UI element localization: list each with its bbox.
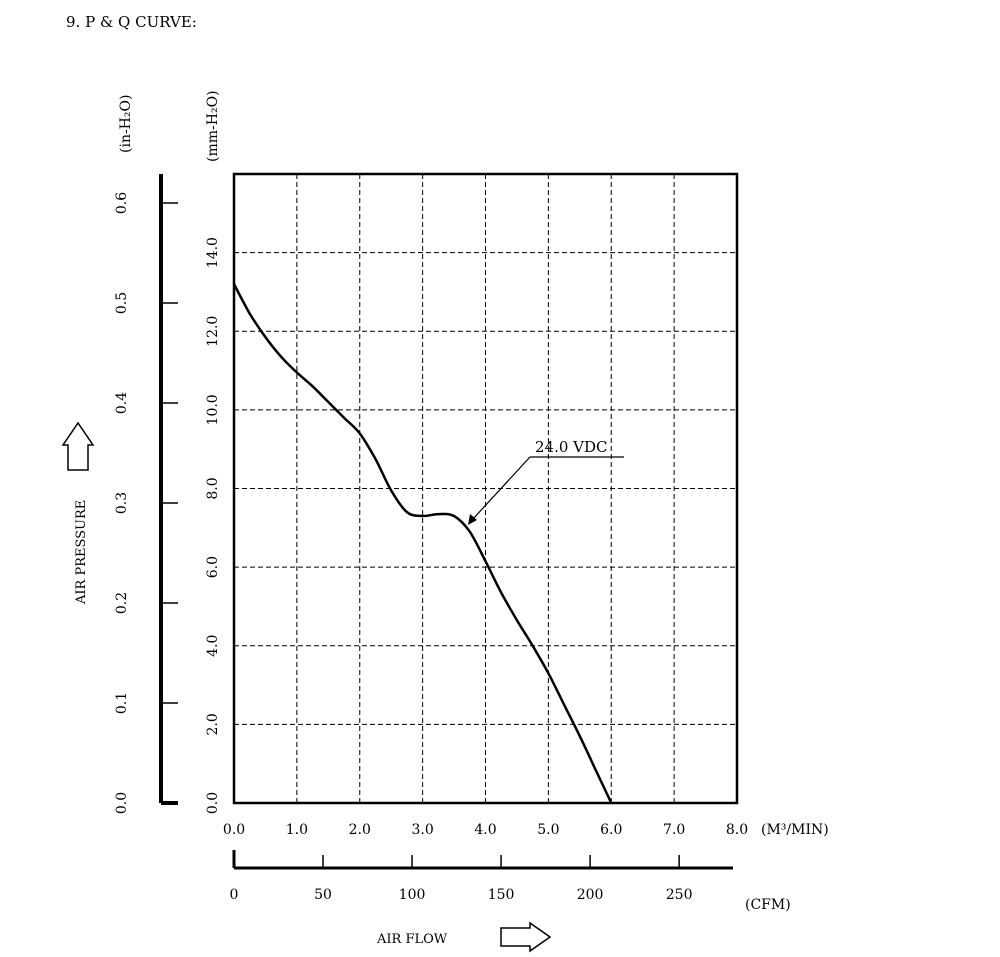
x-tick-label: 0.0 bbox=[223, 822, 245, 838]
x-tick-label: 8.0 bbox=[726, 822, 748, 838]
x-tick-label: 3.0 bbox=[411, 822, 433, 838]
y-axis-title: AIR PRESSURE bbox=[74, 500, 89, 605]
x-secondary-unit: (CFM) bbox=[745, 897, 791, 913]
plot-frame bbox=[232, 172, 739, 805]
x-secondary-tick-label: 150 bbox=[488, 887, 515, 903]
x-tick-label: 6.0 bbox=[600, 822, 622, 838]
y-secondary-tick-label: 0.4 bbox=[114, 392, 130, 414]
y-tick-label: 4.0 bbox=[205, 635, 221, 657]
up-arrow-icon bbox=[61, 421, 95, 471]
series-leader-line bbox=[471, 456, 531, 521]
x-axis-title: AIR FLOW bbox=[376, 932, 448, 947]
y-tick-label: 0.0 bbox=[205, 792, 221, 814]
y-primary-tick-labels: 0.0 2.0 4.0 6.0 8.0 10.0 12.0 14.0 bbox=[205, 237, 221, 814]
x-secondary-tick-labels: 0 50 100 150 200 250 bbox=[230, 887, 693, 903]
y-primary-unit: (mm-H₂O) bbox=[205, 90, 221, 162]
y-secondary-tick-label: 0.2 bbox=[114, 592, 130, 614]
y-secondary-tick-label: 0.5 bbox=[114, 292, 130, 314]
y-tick-label: 14.0 bbox=[205, 237, 221, 268]
secondary-x-axis bbox=[232, 850, 733, 870]
y-tick-label: 10.0 bbox=[205, 394, 221, 425]
x-secondary-tick-label: 0 bbox=[230, 887, 239, 903]
x-tick-label: 5.0 bbox=[537, 822, 559, 838]
y-secondary-tick-label: 0.6 bbox=[114, 192, 130, 214]
y-secondary-tick-label: 0.0 bbox=[114, 792, 130, 814]
x-tick-label: 2.0 bbox=[349, 822, 371, 838]
page-title: 9. P & Q CURVE: bbox=[66, 13, 197, 31]
y-tick-label: 2.0 bbox=[205, 713, 221, 735]
x-secondary-tick-label: 100 bbox=[399, 887, 426, 903]
y-secondary-unit: (in-H₂O) bbox=[118, 95, 134, 153]
y-tick-label: 8.0 bbox=[205, 477, 221, 499]
x-tick-label: 4.0 bbox=[474, 822, 496, 838]
grid bbox=[234, 174, 737, 803]
right-arrow-icon bbox=[500, 921, 552, 953]
series-leader-arrowhead bbox=[468, 514, 477, 525]
x-primary-unit: (M³/MIN) bbox=[761, 822, 829, 838]
y-tick-label: 6.0 bbox=[205, 556, 221, 578]
y-secondary-tick-label: 0.3 bbox=[114, 492, 130, 514]
series-line-24vdc bbox=[232, 283, 613, 804]
x-secondary-tick-label: 200 bbox=[577, 887, 604, 903]
x-tick-label: 1.0 bbox=[286, 822, 308, 838]
y-secondary-tick-label: 0.1 bbox=[114, 692, 130, 714]
x-primary-tick-labels: 0.0 1.0 2.0 3.0 4.0 5.0 6.0 7.0 8.0 bbox=[223, 822, 748, 838]
y-secondary-tick-labels: 0.0 0.1 0.2 0.3 0.4 0.5 0.6 bbox=[114, 192, 130, 814]
y-tick-label: 12.0 bbox=[205, 316, 221, 347]
x-secondary-tick-label: 250 bbox=[666, 887, 693, 903]
secondary-y-axis bbox=[159, 174, 178, 805]
series-label-24vdc: 24.0 VDC bbox=[535, 438, 608, 456]
x-tick-label: 7.0 bbox=[663, 822, 685, 838]
x-secondary-tick-label: 50 bbox=[314, 887, 332, 903]
